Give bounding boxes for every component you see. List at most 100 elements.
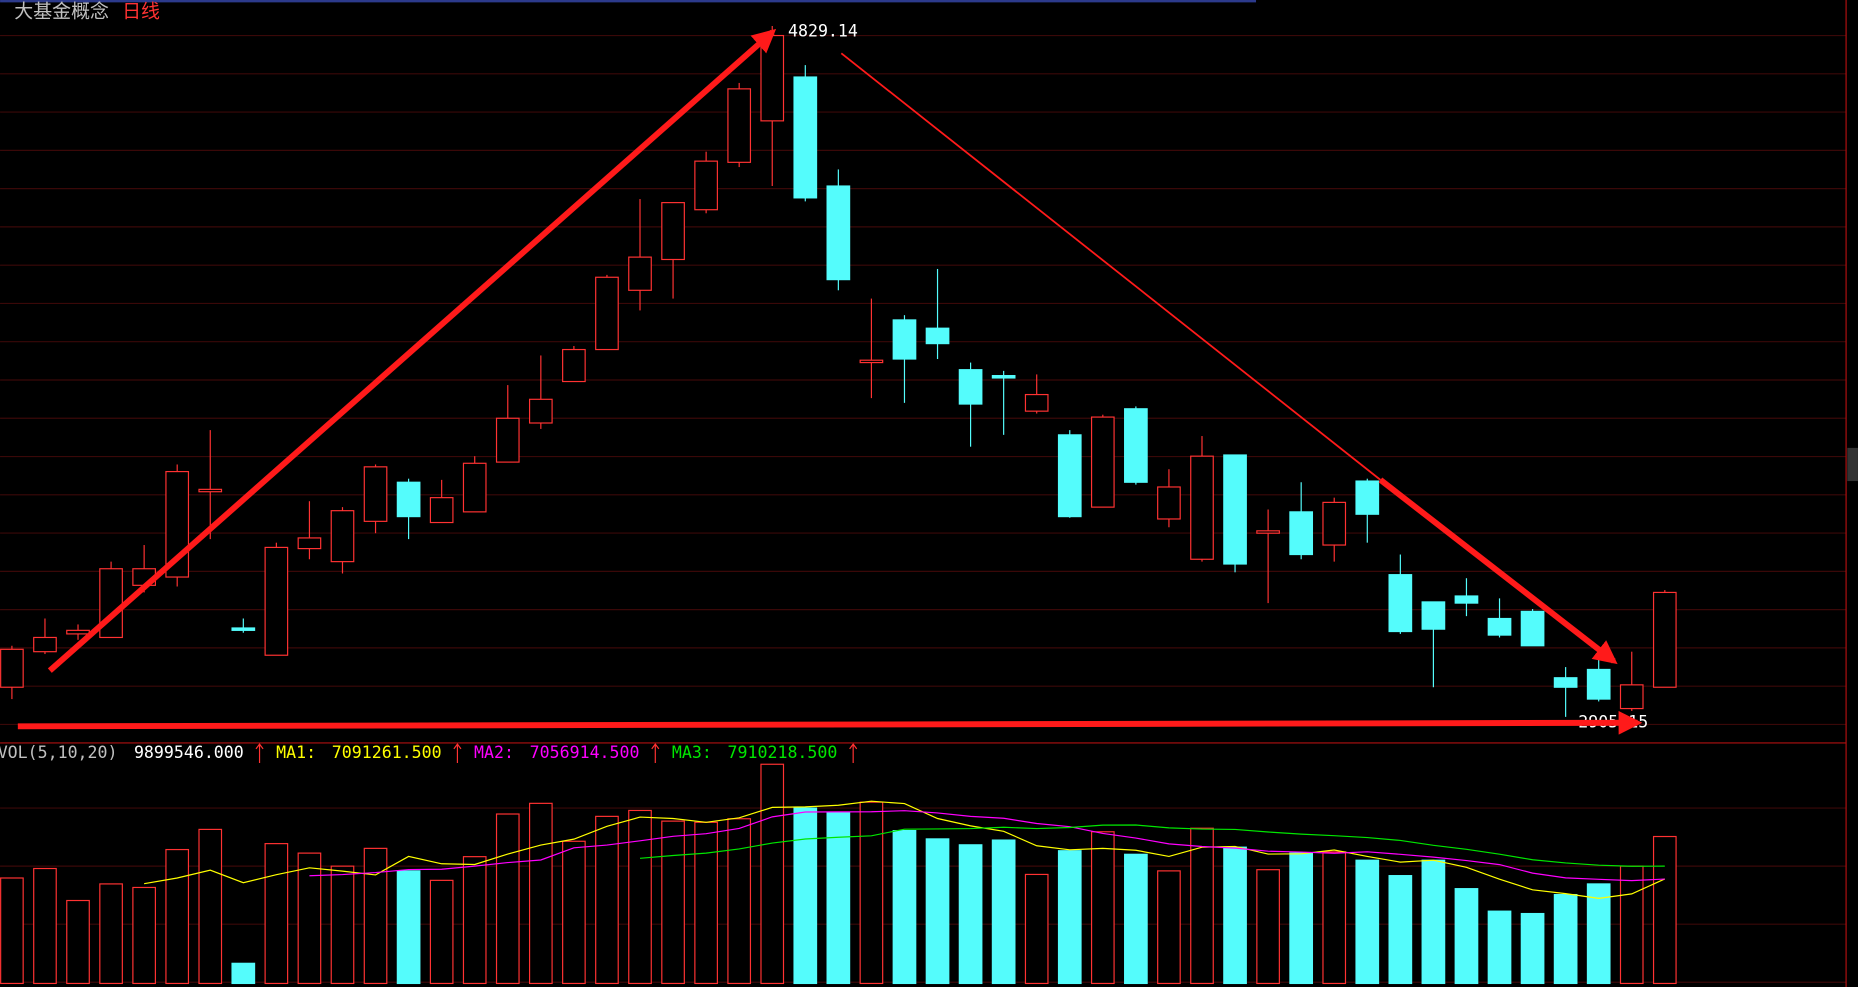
ma-name: MA1: xyxy=(276,743,316,762)
volume-current: 9899546.000 xyxy=(134,743,244,762)
marks: MA1: 7091261.500 MA2: 7056914.500 MA3: 791021… xyxy=(0,26,1677,985)
candle-body xyxy=(892,319,917,360)
candle-body xyxy=(528,398,553,424)
candle-body xyxy=(958,369,983,405)
baseline-arrow xyxy=(17,710,1643,735)
volume-bar xyxy=(1388,875,1413,985)
volume-bar xyxy=(1355,859,1380,985)
candle-body xyxy=(727,88,752,163)
volume-bar xyxy=(1652,835,1677,985)
ma-name: MA2: xyxy=(474,743,514,762)
volume-bar xyxy=(925,838,950,985)
candle-body xyxy=(1487,617,1512,636)
volume-bar xyxy=(991,839,1016,985)
candle-body xyxy=(1289,511,1314,556)
volume-bar xyxy=(727,818,752,985)
candle-body xyxy=(495,417,520,463)
volume-bar xyxy=(694,821,718,985)
volume-bar xyxy=(1057,850,1082,985)
volume-bar xyxy=(760,763,785,985)
volume-bar xyxy=(0,877,24,985)
chart-title: 大基金概念 xyxy=(14,0,109,22)
candle-body xyxy=(66,629,90,635)
candle-body xyxy=(1520,610,1545,647)
volume-bar xyxy=(429,879,454,985)
volume-bar xyxy=(66,899,90,985)
ma-arrow xyxy=(651,743,660,764)
candle-body xyxy=(1652,591,1677,688)
candle-body xyxy=(1322,501,1347,546)
candle-body xyxy=(1619,684,1644,710)
volume-bar xyxy=(1223,846,1247,985)
candle-body xyxy=(396,481,421,518)
candle-body xyxy=(1090,416,1115,508)
candle-body xyxy=(1057,434,1082,518)
candle-body xyxy=(1223,454,1247,565)
candle-body xyxy=(429,497,454,524)
volume-bar xyxy=(793,807,818,985)
volume-bar xyxy=(958,844,983,985)
candle-body xyxy=(595,276,619,351)
candle-body xyxy=(297,537,322,550)
volume-bar xyxy=(1619,865,1644,985)
candle-body xyxy=(1355,480,1380,515)
volume-bar xyxy=(363,847,388,985)
volume-bar xyxy=(462,856,487,985)
candle-body xyxy=(793,76,818,199)
vol-arrow xyxy=(255,743,264,764)
volume-bar xyxy=(1024,873,1049,985)
candle-body xyxy=(1190,455,1214,560)
candle-body xyxy=(1388,574,1413,633)
high-label: 4829.14 xyxy=(788,21,858,40)
volume-bar xyxy=(595,815,619,985)
volume-bar xyxy=(330,865,355,985)
volume-bar xyxy=(1586,883,1611,985)
candle-body xyxy=(1256,530,1280,534)
candle-body xyxy=(1124,408,1148,483)
candle-body xyxy=(628,256,652,291)
volume-bar xyxy=(1124,853,1148,985)
ma-value: 7910218.500 xyxy=(728,743,838,762)
candle-body xyxy=(1586,668,1611,700)
volume-bar xyxy=(892,830,917,985)
volume-bar xyxy=(1322,851,1347,985)
trend-arrow-up xyxy=(47,28,777,673)
volume-bar xyxy=(528,802,553,985)
candle-body xyxy=(198,488,223,493)
candle-body xyxy=(991,375,1016,379)
candle-body xyxy=(33,636,57,653)
volume-bar xyxy=(859,801,884,985)
volume-bar xyxy=(1454,888,1479,985)
ma-line xyxy=(309,810,1665,882)
candle-body xyxy=(925,327,950,345)
volume-bar xyxy=(661,820,685,985)
chart-subtitle: 日线 xyxy=(122,0,160,22)
volume-bar xyxy=(1553,893,1578,985)
candle-body xyxy=(760,34,785,122)
candle-body xyxy=(231,627,256,631)
ma-line xyxy=(144,800,1666,899)
volume-bar xyxy=(198,828,223,985)
volume-bar xyxy=(1090,831,1115,985)
candle-body xyxy=(661,202,685,261)
ma-arrow xyxy=(453,743,462,764)
volume-bar xyxy=(396,870,421,985)
candle-body xyxy=(264,546,289,656)
candle-body xyxy=(0,648,24,688)
candle-body xyxy=(826,185,851,281)
volume-bar xyxy=(264,843,289,985)
volume-bar xyxy=(132,886,156,985)
volume-bar xyxy=(495,813,520,985)
volume-bar xyxy=(1421,859,1446,985)
volume-bar xyxy=(165,848,190,985)
trend-line-down xyxy=(840,52,1381,481)
candle-body xyxy=(462,462,487,513)
ma-name: MA3: xyxy=(672,743,712,762)
volume-bar xyxy=(1289,852,1314,985)
candle-body xyxy=(859,359,884,364)
candle-body xyxy=(1553,677,1578,688)
volume-bar xyxy=(826,812,851,985)
